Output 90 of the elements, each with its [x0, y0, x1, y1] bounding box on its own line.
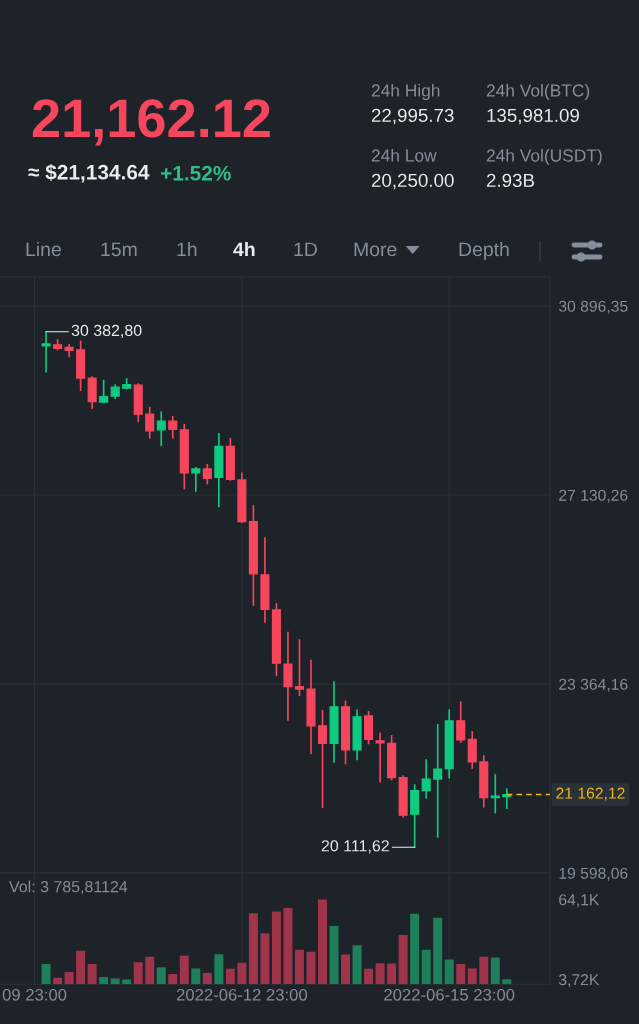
text: 4h — [233, 241, 255, 257]
bar — [41, 963, 51, 985]
y-tick-label: 64,1K — [559, 894, 600, 908]
bar — [179, 955, 189, 985]
candlestick — [283, 631, 293, 721]
bar — [64, 972, 74, 985]
bar — [433, 917, 443, 985]
bar — [87, 963, 97, 985]
text: 22,995.73 — [371, 108, 454, 125]
ref-line-label: 21 162,12 — [556, 787, 625, 801]
candlestick — [168, 415, 178, 439]
y-tick-label: 19 598,06 — [559, 867, 628, 881]
bar — [421, 949, 431, 985]
text: More — [354, 242, 397, 257]
candlestick — [294, 639, 305, 697]
x-tick-label: 09 23:00 — [2, 988, 67, 1001]
text: 1D — [294, 242, 317, 257]
annotation: 30 382,80 — [71, 324, 142, 338]
bar — [214, 954, 224, 985]
bar — [76, 950, 86, 985]
bar — [375, 963, 385, 985]
bar — [202, 972, 212, 985]
bar — [502, 979, 512, 985]
bar — [352, 945, 362, 985]
candlestick — [410, 784, 420, 849]
bar — [99, 977, 109, 985]
bar — [490, 957, 500, 985]
bar — [294, 949, 304, 985]
bar — [329, 926, 339, 985]
candlestick — [467, 731, 477, 769]
bar — [260, 933, 270, 985]
bar — [133, 962, 143, 985]
bar — [364, 968, 374, 985]
candlestick — [375, 732, 385, 783]
text: 2.93B — [486, 173, 535, 188]
bar — [444, 959, 454, 985]
x-tick-label: 2022-06-12 23:00 — [176, 988, 308, 1001]
bar — [341, 954, 351, 985]
candlestick — [64, 344, 74, 358]
candlestick — [87, 376, 97, 410]
candlestick — [41, 330, 51, 373]
bar — [398, 934, 408, 985]
candlestick — [99, 379, 109, 404]
bar — [191, 968, 201, 985]
x-tick-label: 2022-06-15 23:00 — [384, 988, 515, 1001]
bar — [122, 979, 132, 985]
bar — [53, 977, 63, 985]
text: 24h High — [371, 83, 440, 101]
candlestick — [421, 759, 431, 799]
candlestick — [433, 724, 443, 838]
bar — [271, 911, 281, 985]
candlestick — [191, 467, 201, 492]
text: 24h Low — [371, 148, 437, 162]
text: 135,981.09 — [487, 108, 579, 125]
candlestick — [145, 406, 155, 439]
text: 20,250.00 — [371, 173, 454, 190]
candlestick — [202, 464, 212, 485]
bar — [168, 974, 178, 985]
annotation: Vol: 3 785,81124 — [9, 880, 128, 895]
candlestick — [317, 709, 328, 808]
text: 21,162.12 — [32, 99, 270, 146]
bar — [479, 956, 489, 985]
text: ≈ $21,134.64 — [28, 163, 150, 183]
bar — [387, 963, 397, 985]
candlestick — [490, 774, 500, 814]
text: 24h Vol(BTC) — [486, 83, 590, 101]
bar — [318, 899, 328, 985]
bar — [410, 913, 420, 985]
y-tick-label: 23 364,16 — [559, 678, 628, 692]
candlestick — [364, 710, 374, 745]
y-tick-label: 30 896,35 — [558, 300, 628, 314]
bar — [145, 956, 155, 985]
bar — [467, 968, 477, 985]
text: Line — [26, 241, 61, 257]
y-tick-label: 27 130,26 — [559, 489, 628, 503]
bar — [237, 962, 247, 985]
y-tick-label: 3,72K — [558, 974, 600, 988]
bar — [156, 967, 166, 985]
text: Depth — [459, 241, 509, 261]
text: 1h — [177, 241, 197, 257]
candlestick — [456, 701, 466, 743]
bar — [283, 908, 293, 985]
annotation: 20 111,62 — [321, 840, 389, 854]
text: 24h Vol(USDT) — [486, 148, 602, 166]
bar — [225, 968, 235, 985]
candlestick — [156, 411, 166, 447]
text: 15m — [101, 242, 137, 257]
bar — [248, 913, 258, 985]
text: +1.52% — [161, 165, 231, 181]
bar — [456, 963, 466, 985]
